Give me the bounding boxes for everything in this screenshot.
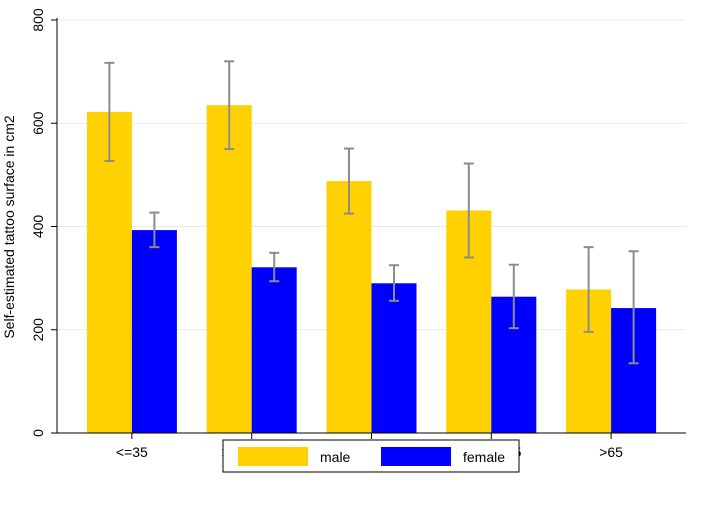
y-axis-label: Self-estimated tattoo surface in cm2 [1, 115, 17, 339]
y-tick-label: 0 [30, 429, 46, 437]
legend-swatch-female [381, 447, 451, 466]
bar-male [206, 105, 252, 434]
legend-label-male: male [320, 449, 351, 465]
legend: male female [222, 439, 520, 473]
bars [86, 105, 657, 434]
bar-female [131, 230, 177, 433]
bar-female [371, 283, 417, 433]
bar-female [251, 267, 297, 433]
y-tick-label: 600 [30, 111, 46, 135]
error-bars [104, 60, 639, 365]
y-tick-label: 200 [30, 318, 46, 342]
y-tick-label: 800 [30, 8, 46, 32]
x-tick-label: <=35 [116, 444, 148, 460]
x-tick-label: >65 [599, 444, 623, 460]
legend-label-female: female [463, 449, 505, 465]
legend-swatch-male [238, 447, 308, 466]
bar-male [86, 111, 132, 433]
y-tick-label: 400 [30, 215, 46, 239]
bar-male [326, 181, 372, 433]
